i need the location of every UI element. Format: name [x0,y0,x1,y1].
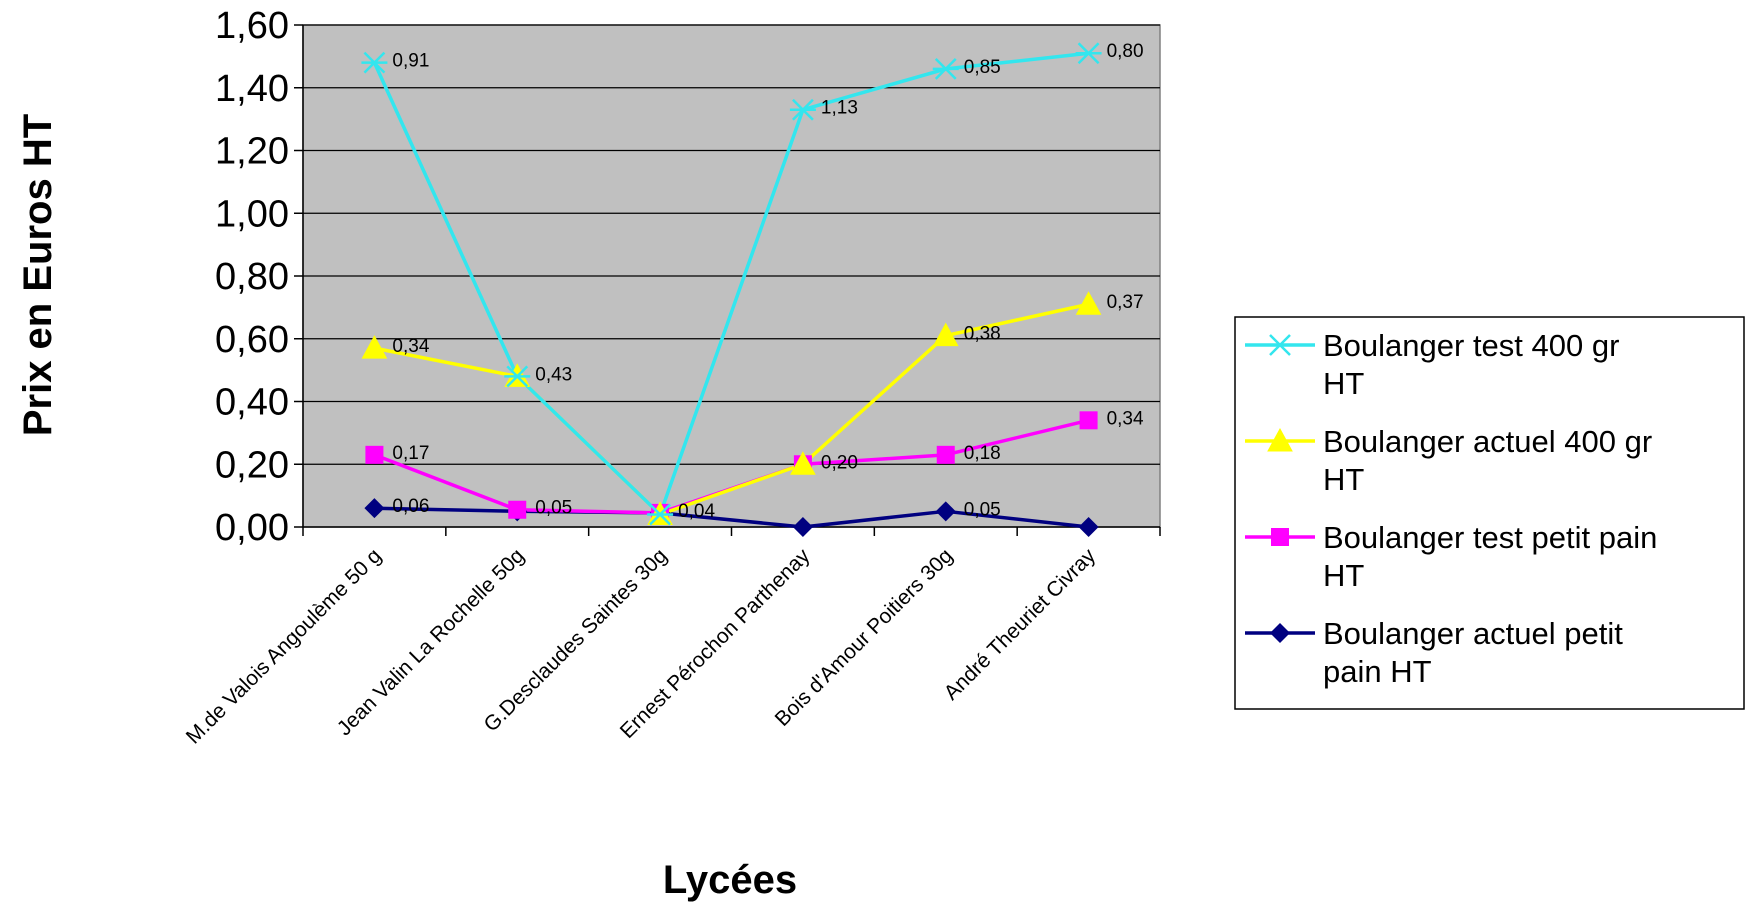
data-point [932,58,959,80]
data-point [1075,291,1102,315]
data-label: 0,18 [964,443,1001,464]
y-tick-label: 1,00 [215,193,289,235]
y-tick-label: 0,60 [215,319,289,361]
legend: Boulanger test 400 gr HT Boulanger actuel … [1234,316,1745,710]
y-tick-label: 1,40 [215,68,289,110]
legend-label: Boulanger test petit pain HT [1323,520,1657,593]
data-label: 1,13 [821,98,858,119]
series-line [374,506,1089,529]
series-markers [361,42,1102,537]
y-tick-label: 0,00 [215,507,289,549]
legend-marker [1267,427,1293,452]
data-point [1078,517,1099,537]
data-label: 0,05 [535,498,572,519]
legend-marker [1270,623,1290,643]
legend-marker [1271,528,1289,546]
data-point [647,503,674,526]
y-axis-title: Prix en Euros HT [16,114,60,436]
legend-label: Boulanger actuel 400 gr HT [1323,424,1652,497]
data-point [935,501,956,522]
data-label: 0,80 [1107,41,1144,62]
x-axis-title: Lycées [663,858,797,902]
axes [294,24,1161,536]
data-point [361,51,388,74]
data-point [792,517,813,537]
y-tick-labels: 0,00 0,20 0,40 0,60 0,80 1,00 1,20 1,40 1,60 [215,5,289,549]
series-line [374,302,1089,517]
data-label: 0,37 [1107,292,1144,313]
y-tick-label: 1,20 [215,131,289,173]
data-labels: 0,06 0,05 0,17 0,05 0,04 0,20 0,18 0,34 0,34 0,43… [392,41,1144,522]
data-point [932,322,959,347]
data-point [789,98,816,121]
gridlines [303,24,1160,465]
data-label: 0,20 [821,452,858,473]
data-point [508,500,527,519]
data-label: 0,34 [392,336,429,357]
legend-label: Boulanger actuel petit pain HT [1323,616,1623,689]
data-point [361,335,388,359]
data-point [790,451,816,475]
legend-label: Boulanger test 400 gr HT [1323,328,1619,401]
data-point [1079,411,1098,430]
series-lines [372,51,1089,529]
y-tick-label: 0,20 [215,444,289,486]
y-tick-label: 0,40 [215,382,289,424]
x-tick-label: André Theuriet Civray [940,544,1101,705]
data-point [936,445,955,464]
y-tick-label: 1,60 [215,5,289,47]
y-tick-label: 0,80 [215,256,289,298]
data-point [365,445,384,464]
data-point [1075,42,1102,65]
series-line [372,51,1089,517]
data-point [364,498,385,519]
data-label: 0,06 [392,496,429,517]
data-label: 0,34 [1107,408,1144,429]
data-label: 0,38 [964,324,1001,345]
data-point [504,365,531,388]
data-label: 0,85 [964,57,1001,78]
data-label: 0,91 [392,51,429,72]
data-label: 0,17 [392,443,429,464]
legend-marker [1267,334,1293,356]
data-label: 0,04 [678,501,715,522]
legend-box [1234,316,1745,710]
data-label: 0,43 [535,364,572,385]
data-label: 0,05 [964,499,1001,520]
